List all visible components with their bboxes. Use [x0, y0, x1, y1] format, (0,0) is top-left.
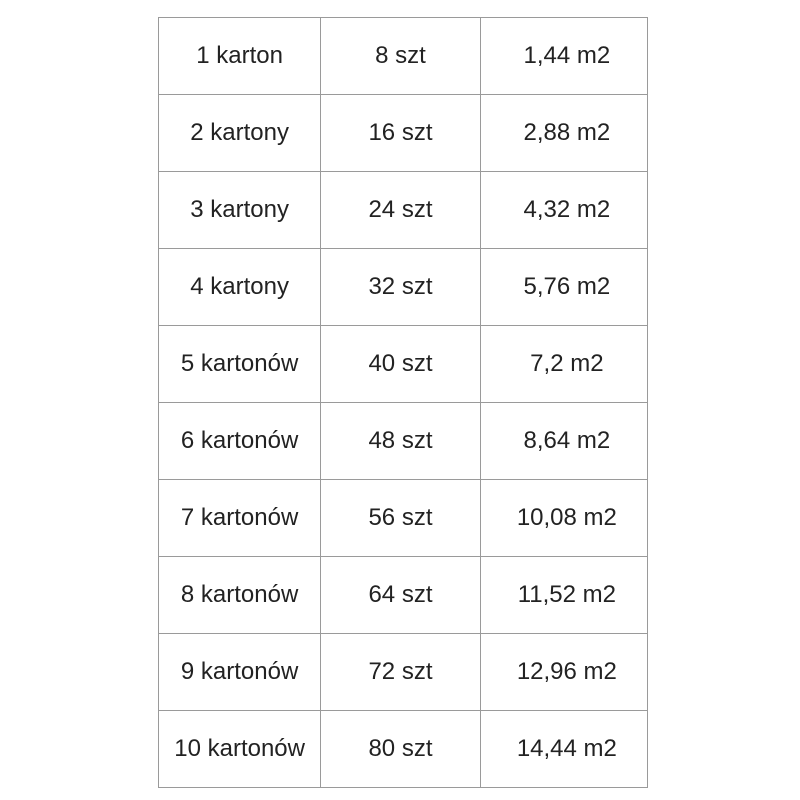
- pieces-cell: 24 szt: [320, 171, 481, 249]
- carton-count-cell: 3 kartony: [157, 171, 322, 249]
- carton-count-cell: 1 karton: [157, 17, 322, 95]
- table-row: 8 kartonów 64 szt 11,52 m2: [157, 556, 649, 634]
- area-cell: 7,2 m2: [479, 325, 649, 403]
- area-cell: 10,08 m2: [479, 479, 649, 557]
- pieces-cell: 16 szt: [320, 94, 481, 172]
- area-cell: 11,52 m2: [479, 556, 649, 634]
- area-cell: 1,44 m2: [479, 17, 649, 95]
- carton-count-cell: 7 kartonów: [157, 479, 322, 557]
- area-cell: 2,88 m2: [479, 94, 649, 172]
- table-row: 3 kartony 24 szt 4,32 m2: [157, 171, 649, 249]
- pieces-cell: 56 szt: [320, 479, 481, 557]
- table-row: 4 kartony 32 szt 5,76 m2: [157, 248, 649, 326]
- pieces-cell: 32 szt: [320, 248, 481, 326]
- carton-count-cell: 6 kartonów: [157, 402, 322, 480]
- table-row: 5 kartonów 40 szt 7,2 m2: [157, 325, 649, 403]
- pieces-cell: 40 szt: [320, 325, 481, 403]
- table-row: 1 karton 8 szt 1,44 m2: [157, 17, 649, 95]
- table-row: 2 kartony 16 szt 2,88 m2: [157, 94, 649, 172]
- table-row: 9 kartonów 72 szt 12,96 m2: [157, 633, 649, 711]
- pieces-cell: 80 szt: [320, 710, 481, 788]
- area-cell: 14,44 m2: [479, 710, 649, 788]
- area-cell: 12,96 m2: [479, 633, 649, 711]
- area-cell: 5,76 m2: [479, 248, 649, 326]
- carton-count-cell: 8 kartonów: [157, 556, 322, 634]
- carton-count-cell: 2 kartony: [157, 94, 322, 172]
- pieces-cell: 72 szt: [320, 633, 481, 711]
- area-cell: 8,64 m2: [479, 402, 649, 480]
- pieces-cell: 8 szt: [320, 17, 481, 95]
- table-body: 1 karton 8 szt 1,44 m2 2 kartony 16 szt 2,88 …: [157, 17, 649, 788]
- pieces-cell: 48 szt: [320, 402, 481, 480]
- carton-count-cell: 4 kartony: [157, 248, 322, 326]
- carton-count-cell: 9 kartonów: [157, 633, 322, 711]
- table-row: 6 kartonów 48 szt 8,64 m2: [157, 402, 649, 480]
- carton-count-cell: 10 kartonów: [157, 710, 322, 788]
- carton-count-cell: 5 kartonów: [157, 325, 322, 403]
- pieces-cell: 64 szt: [320, 556, 481, 634]
- table-row: 7 kartonów 56 szt 10,08 m2: [157, 479, 649, 557]
- carton-quantity-table: 1 karton 8 szt 1,44 m2 2 kartony 16 szt 2,88 …: [157, 17, 649, 788]
- table-row: 10 kartonów 80 szt 14,44 m2: [157, 710, 649, 788]
- area-cell: 4,32 m2: [479, 171, 649, 249]
